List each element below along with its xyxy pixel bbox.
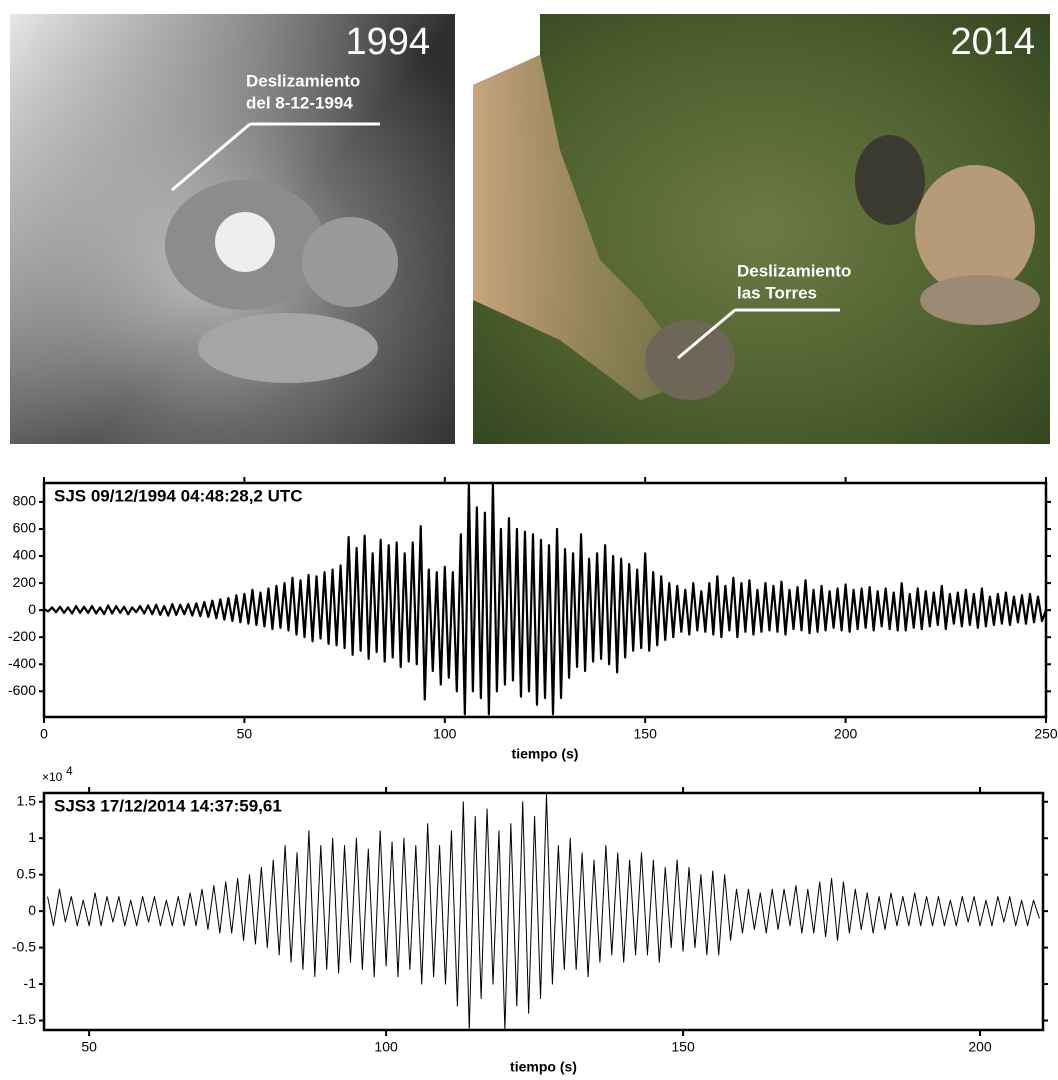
y-tick-label: -400 (8, 655, 36, 671)
trace-label: SJS 09/12/1994 04:48:28,2 UTC (54, 486, 303, 505)
x-tick-label: 200 (834, 726, 858, 742)
y-tick-label: -1.5 (12, 1011, 36, 1027)
photo-2014: 2014 Deslizamiento las Torres (473, 14, 1050, 444)
waveform (44, 484, 1046, 714)
y-tick-label: -1 (24, 975, 37, 991)
photo-1994: 1994 Deslizamiento del 8-12-1994 (10, 14, 455, 444)
waveform (48, 794, 1040, 1030)
photo-annotation: Deslizamiento (246, 71, 360, 90)
x-axis-label: tiempo (s) (510, 1059, 577, 1075)
x-tick-label: 0 (40, 726, 48, 742)
y-tick-label: -200 (8, 628, 36, 644)
x-tick-label: 100 (374, 1039, 398, 1055)
y-scale-base: ×10 (42, 770, 63, 784)
x-tick-label: 200 (968, 1039, 992, 1055)
y-scale-exponent: 4 (66, 764, 73, 778)
x-tick-label: 250 (1034, 726, 1058, 742)
y-tick-label: 0 (28, 902, 36, 918)
x-tick-label: 50 (81, 1039, 97, 1055)
photo-year: 2014 (950, 21, 1035, 63)
x-tick-label: 150 (671, 1039, 695, 1055)
x-axis-label: tiempo (s) (512, 746, 579, 762)
figure: 1994 Deslizamiento del 8-12-1994 2014 De… (0, 0, 1058, 1080)
y-tick-label: 400 (13, 547, 37, 563)
x-tick-label: 100 (433, 726, 457, 742)
y-tick-label: -600 (8, 682, 36, 698)
y-tick-label: 200 (13, 574, 37, 590)
x-tick-label: 150 (634, 726, 658, 742)
photo-year: 1994 (345, 21, 430, 63)
x-tick-label: 50 (237, 726, 253, 742)
page: 1994 Deslizamiento del 8-12-1994 2014 De… (0, 0, 1058, 1080)
y-tick-label: -0.5 (12, 938, 36, 954)
photo-annotation: del 8-12-1994 (246, 93, 353, 112)
y-tick-label: 800 (13, 493, 37, 509)
y-tick-label: 0 (28, 601, 36, 617)
photo-annotation: Deslizamiento (737, 261, 851, 280)
trace-label: SJS3 17/12/2014 14:37:59,61 (54, 796, 282, 815)
y-tick-label: 600 (13, 520, 37, 536)
y-tick-label: 1.5 (17, 792, 37, 808)
y-tick-label: 1 (28, 829, 36, 845)
y-tick-label: 0.5 (17, 865, 37, 881)
photo-annotation: las Torres (737, 283, 817, 302)
